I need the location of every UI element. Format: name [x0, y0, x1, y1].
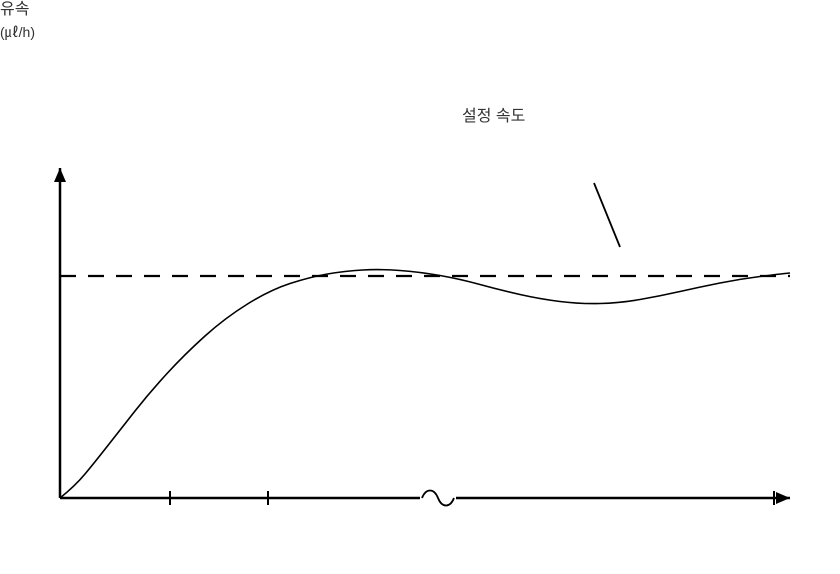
- line-chart: [0, 0, 840, 574]
- label-leader-line: [594, 183, 620, 247]
- arrowhead-icon: [54, 168, 66, 182]
- chart-page: 유속 (㎕/h) 설정 속도: [0, 0, 840, 574]
- arrowhead-icon: [776, 492, 790, 504]
- flow-curve: [60, 270, 790, 498]
